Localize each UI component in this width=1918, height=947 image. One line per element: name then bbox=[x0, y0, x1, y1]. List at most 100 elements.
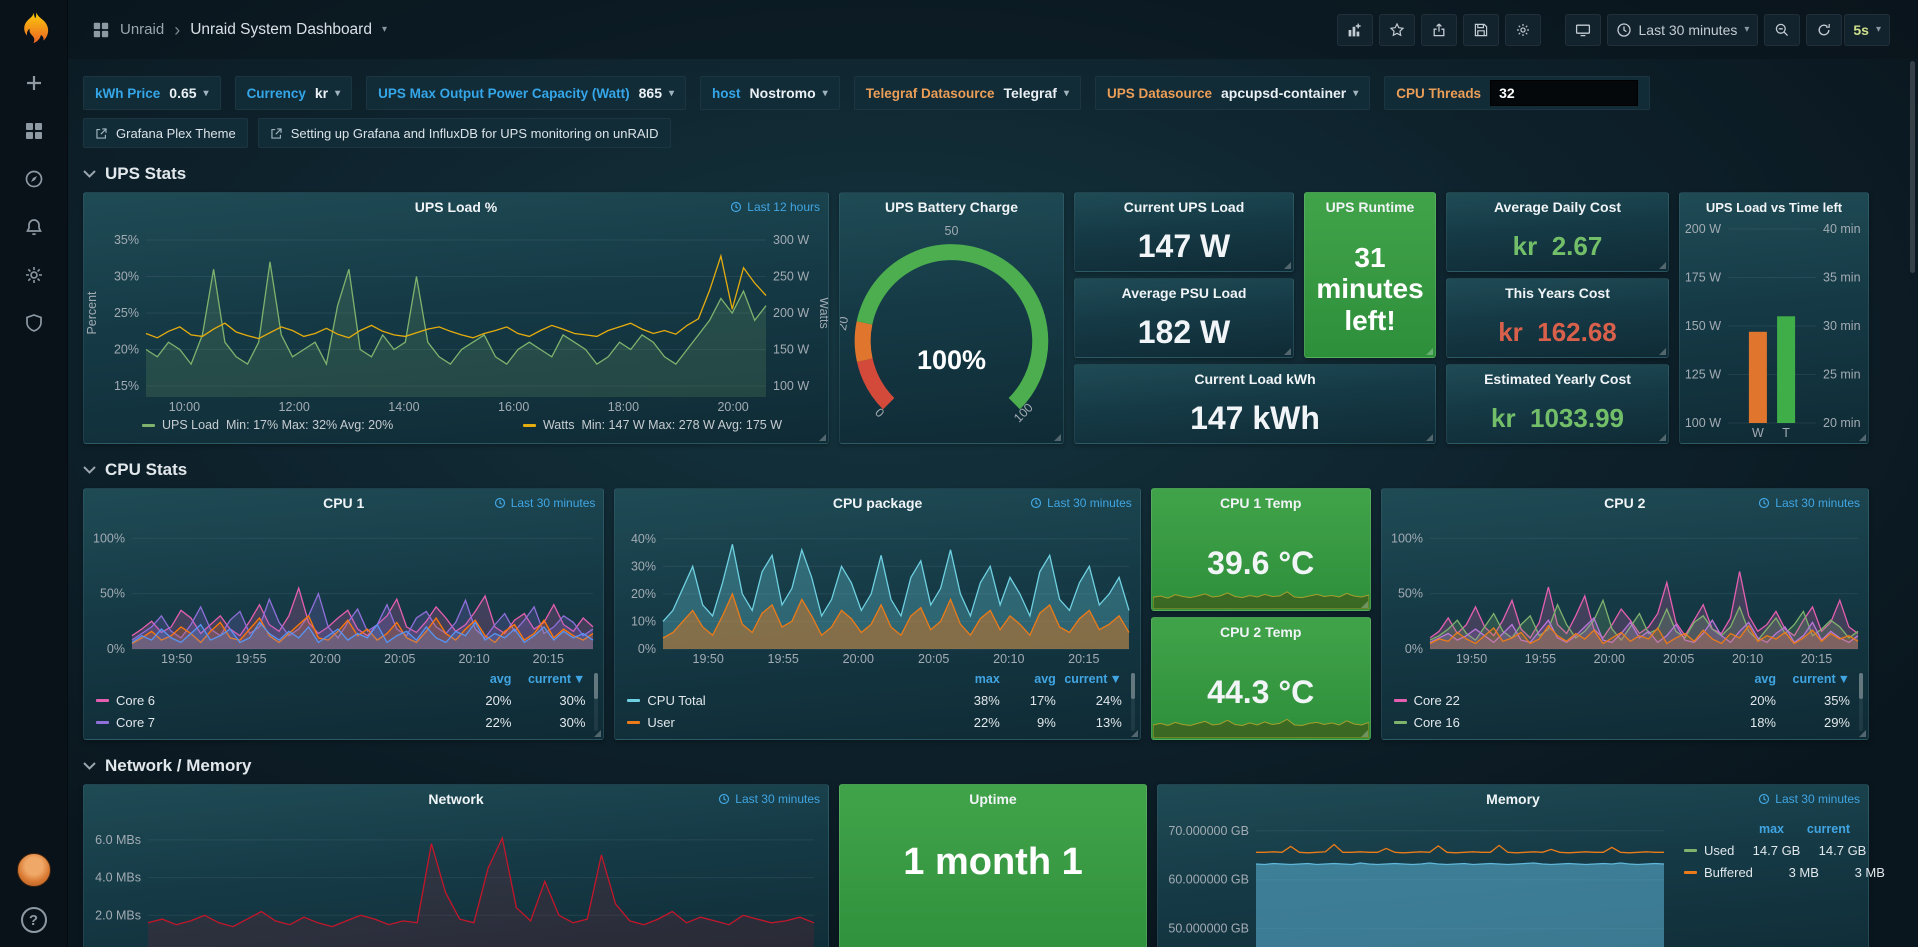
section-cpu-stats[interactable]: CPU Stats bbox=[83, 460, 1869, 480]
time-range-picker[interactable]: Last 30 minutes ▾ bbox=[1606, 13, 1759, 46]
panel-title[interactable]: Average PSU Load bbox=[1121, 285, 1247, 301]
legend-scrollbar[interactable] bbox=[1859, 673, 1863, 731]
legend-sort-header[interactable]: current ▼ bbox=[1064, 672, 1122, 686]
panel-resize-handle[interactable] bbox=[1659, 434, 1666, 441]
legend-series-toggle[interactable]: Core 7 bbox=[96, 715, 449, 730]
help-icon[interactable]: ? bbox=[20, 907, 47, 933]
cpu-threads-input[interactable]: 32 bbox=[1490, 80, 1639, 106]
sidebar-create-icon[interactable] bbox=[23, 72, 45, 94]
panel-resize-handle[interactable] bbox=[1284, 262, 1291, 269]
dashboard-dropdown-caret-icon[interactable]: ▾ bbox=[381, 24, 387, 35]
legend-sort-header[interactable]: current ▼ bbox=[1792, 672, 1850, 686]
legend-series-toggle[interactable]: CPU Total bbox=[627, 693, 943, 708]
sidebar-alerting-icon[interactable] bbox=[23, 216, 45, 238]
panel-resize-handle[interactable] bbox=[1426, 434, 1433, 441]
legend-sort-header[interactable]: avg bbox=[1034, 672, 1056, 686]
panel-title[interactable]: Network bbox=[428, 791, 484, 807]
legend-sort-header[interactable]: avg bbox=[489, 672, 512, 686]
user-avatar[interactable] bbox=[16, 853, 51, 887]
panel-resize-handle[interactable] bbox=[1284, 348, 1291, 355]
legend-series-toggle[interactable]: Used bbox=[1684, 843, 1734, 858]
link-grafana-plex-theme[interactable]: Grafana Plex Theme bbox=[83, 118, 248, 148]
legend-series-toggle[interactable]: Core 6 bbox=[96, 693, 449, 708]
section-network-memory[interactable]: Network / Memory bbox=[83, 756, 1869, 776]
panel-title[interactable]: CPU 2 Temp bbox=[1219, 624, 1302, 640]
zoom-out-button[interactable] bbox=[1764, 13, 1801, 46]
panel-title[interactable]: UPS Load % bbox=[414, 199, 498, 215]
link-ups-monitoring-guide[interactable]: Setting up Grafana and InfluxDB for UPS … bbox=[257, 118, 671, 148]
cpu1-chart[interactable]: 0% 50% 100% 19:50 19:55 20:00 20:05 20:10 20:15 bbox=[84, 517, 603, 667]
share-button[interactable] bbox=[1420, 13, 1457, 46]
panel-title[interactable]: Uptime bbox=[969, 791, 1017, 807]
legend-sort-header[interactable]: avg bbox=[1754, 672, 1776, 686]
refresh-interval-picker[interactable]: 5s ▾ bbox=[1844, 13, 1890, 46]
variable-value-dropdown[interactable]: Nostromo ▾ bbox=[749, 85, 828, 101]
ups-load-chart[interactable]: 15% 20% 25% 30% 35% 100 W 150 W 200 W 250 W 300 W… bbox=[84, 221, 831, 415]
panel-title[interactable]: UPS Runtime bbox=[1325, 199, 1415, 215]
legend-series-toggle[interactable]: Core 22 bbox=[1393, 693, 1714, 708]
panel-title[interactable]: CPU 1 Temp bbox=[1219, 495, 1302, 511]
sidebar-dashboards-icon[interactable] bbox=[23, 120, 45, 142]
legend-scrollbar[interactable] bbox=[1130, 673, 1135, 731]
panel-resize-handle[interactable] bbox=[1360, 601, 1368, 608]
legend-item[interactable]: UPS Load Min: 17% Max: 32% Avg: 20% bbox=[142, 418, 393, 432]
breadcrumb-page[interactable]: Unraid System Dashboard bbox=[190, 20, 372, 38]
variable-value-dropdown[interactable]: 865 ▾ bbox=[638, 85, 675, 101]
clock-icon bbox=[1759, 497, 1770, 509]
panel-title[interactable]: Current UPS Load bbox=[1123, 199, 1245, 215]
cpu-package-chart[interactable]: 0% 10% 20% 30% 40% 19:50 19:55 20:00 20:05 20:10 2… bbox=[615, 517, 1139, 667]
section-ups-stats[interactable]: UPS Stats bbox=[83, 164, 1869, 184]
cpu2-chart[interactable]: 0% 50% 100% 19:50 19:55 20:00 20:05 20:10 20:15 bbox=[1382, 517, 1868, 667]
legend-sort-header[interactable]: max bbox=[1758, 822, 1784, 836]
panel-resize-handle[interactable] bbox=[1426, 348, 1433, 355]
variable-value-dropdown[interactable]: kr ▾ bbox=[314, 85, 341, 101]
panel-title[interactable]: Estimated Yearly Cost bbox=[1484, 371, 1631, 387]
dashboard-settings-button[interactable] bbox=[1504, 13, 1541, 46]
dashboard-grid-icon[interactable] bbox=[92, 21, 110, 39]
legend-sort-header[interactable]: current ▼ bbox=[527, 672, 586, 686]
battery-gauge[interactable]: 0 20 50 100 bbox=[835, 221, 1063, 443]
sidebar-configuration-icon[interactable] bbox=[23, 264, 45, 286]
variable-value-dropdown[interactable]: 0.65 ▾ bbox=[169, 85, 209, 101]
panel-resize-handle[interactable] bbox=[1859, 434, 1866, 441]
panel-title[interactable]: UPS Battery Charge bbox=[884, 199, 1019, 215]
variable-value-dropdown[interactable]: apcupsd-container ▾ bbox=[1221, 85, 1359, 101]
panel-title[interactable]: This Years Cost bbox=[1505, 285, 1610, 301]
legend-sort-header[interactable]: current bbox=[1806, 822, 1850, 836]
panel-resize-handle[interactable] bbox=[1130, 730, 1138, 737]
panel-title[interactable]: CPU 1 bbox=[323, 495, 365, 511]
sidebar-explore-icon[interactable] bbox=[23, 168, 45, 190]
panel-title[interactable]: Memory bbox=[1486, 791, 1540, 807]
panel-resize-handle[interactable] bbox=[594, 730, 602, 737]
add-panel-button[interactable] bbox=[1336, 13, 1373, 46]
panel-title[interactable]: CPU 2 bbox=[1604, 495, 1646, 511]
panel-title[interactable]: CPU package bbox=[832, 495, 923, 511]
legend-series-toggle[interactable]: Core 16 bbox=[1393, 715, 1714, 730]
tv-mode-button[interactable] bbox=[1564, 13, 1601, 46]
panel-title[interactable]: Current Load kWh bbox=[1194, 371, 1316, 387]
panel-title[interactable]: UPS Load vs Time left bbox=[1705, 199, 1843, 215]
legend-series-toggle[interactable]: Buffered bbox=[1684, 865, 1753, 880]
panel-resize-handle[interactable] bbox=[1360, 730, 1368, 737]
panel-resize-handle[interactable] bbox=[1659, 262, 1666, 269]
legend-series-toggle[interactable]: User bbox=[627, 715, 943, 730]
star-button[interactable] bbox=[1378, 13, 1415, 46]
grafana-logo[interactable] bbox=[14, 10, 54, 50]
legend-scrollbar[interactable] bbox=[594, 673, 599, 731]
load-vs-time-chart[interactable]: 100 W 125 W 150 W 175 W 200 W 20 min 25 min 30 … bbox=[1680, 221, 1868, 441]
panel-resize-handle[interactable] bbox=[819, 434, 826, 441]
panel-resize-handle[interactable] bbox=[1054, 434, 1061, 441]
scrollbar-thumb[interactable] bbox=[1910, 61, 1915, 273]
legend-sort-header[interactable]: max bbox=[974, 672, 1000, 686]
sidebar-admin-icon[interactable] bbox=[23, 312, 45, 334]
breadcrumb-app[interactable]: Unraid bbox=[120, 21, 165, 38]
panel-resize-handle[interactable] bbox=[1859, 730, 1866, 737]
legend-item[interactable]: Watts Min: 147 W Max: 278 W Avg: 175 W bbox=[522, 418, 782, 432]
variable-value-dropdown[interactable]: Telegraf ▾ bbox=[1003, 85, 1069, 101]
panel-resize-handle[interactable] bbox=[1659, 348, 1666, 355]
panel-title[interactable]: Average Daily Cost bbox=[1493, 199, 1622, 215]
save-button[interactable] bbox=[1462, 13, 1499, 46]
refresh-button[interactable] bbox=[1806, 13, 1843, 46]
